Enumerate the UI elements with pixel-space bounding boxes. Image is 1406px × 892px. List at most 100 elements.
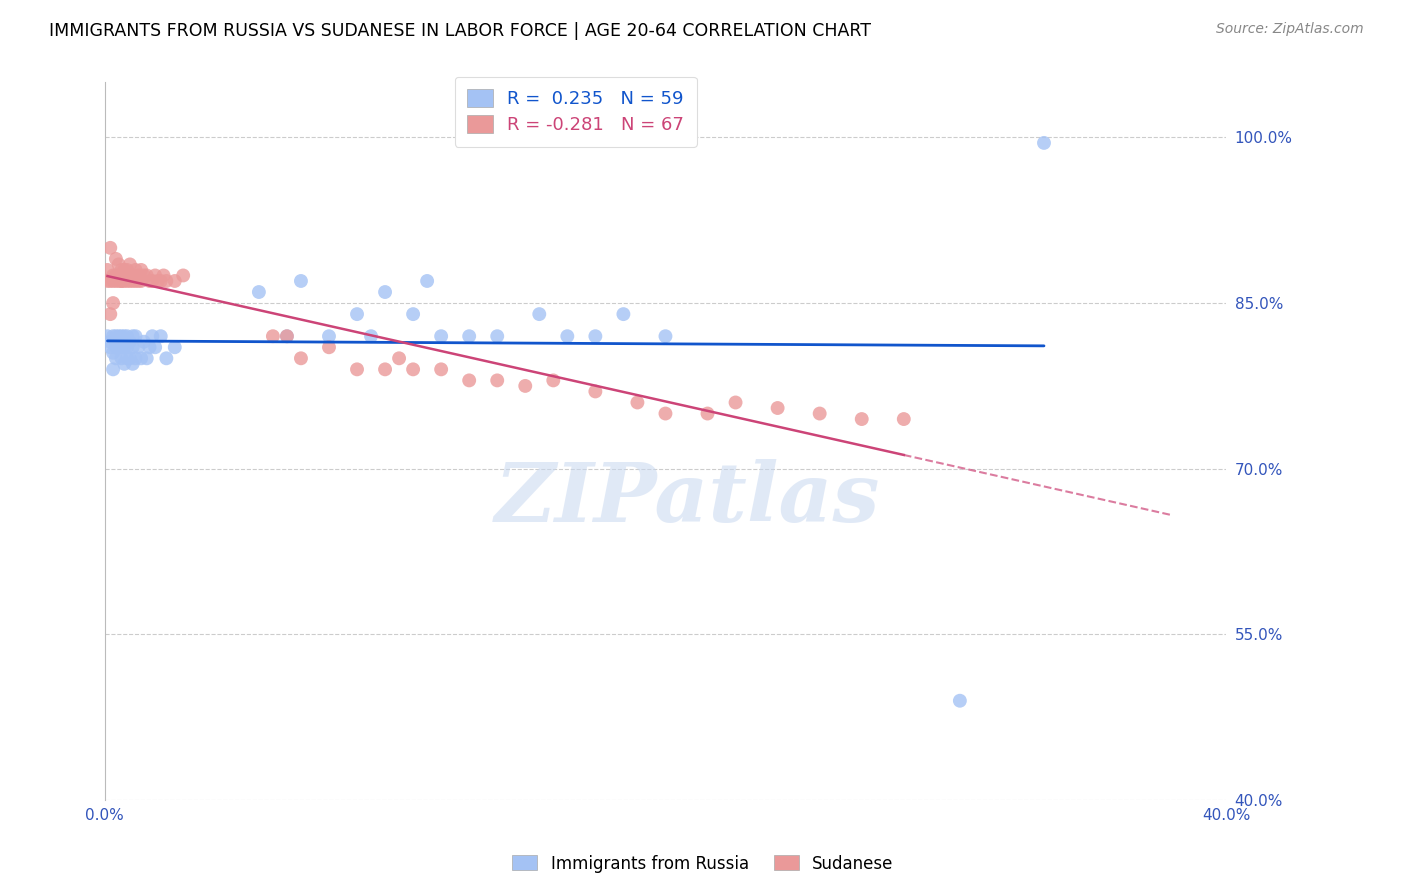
- Point: [612, 307, 634, 321]
- Point: [107, 334, 129, 349]
- Legend: Immigrants from Russia, Sudanese: Immigrants from Russia, Sudanese: [506, 848, 900, 880]
- Point: [107, 274, 129, 288]
- Legend: R =  0.235   N = 59, R = -0.281   N = 67: R = 0.235 N = 59, R = -0.281 N = 67: [454, 77, 696, 147]
- Point: [110, 274, 132, 288]
- Point: [112, 340, 135, 354]
- Text: Source: ZipAtlas.com: Source: ZipAtlas.com: [1216, 22, 1364, 37]
- Point: [101, 345, 124, 359]
- Point: [96, 263, 118, 277]
- Point: [262, 329, 284, 343]
- Point: [486, 329, 509, 343]
- Point: [654, 329, 676, 343]
- Point: [101, 329, 124, 343]
- Point: [121, 357, 143, 371]
- Point: [115, 340, 138, 354]
- Point: [346, 362, 368, 376]
- Point: [626, 395, 648, 409]
- Point: [318, 329, 340, 343]
- Point: [129, 351, 152, 366]
- Point: [155, 351, 177, 366]
- Point: [152, 268, 174, 283]
- Point: [318, 340, 340, 354]
- Point: [110, 351, 132, 366]
- Point: [143, 268, 166, 283]
- Point: [529, 307, 551, 321]
- Point: [146, 274, 169, 288]
- Point: [124, 329, 146, 343]
- Point: [115, 268, 138, 283]
- Point: [290, 351, 312, 366]
- Point: [276, 329, 298, 343]
- Point: [121, 329, 143, 343]
- Point: [96, 274, 118, 288]
- Point: [98, 307, 121, 321]
- Point: [138, 340, 160, 354]
- Point: [101, 296, 124, 310]
- Point: [132, 268, 155, 283]
- Point: [276, 329, 298, 343]
- Point: [104, 329, 127, 343]
- Point: [107, 268, 129, 283]
- Point: [118, 274, 141, 288]
- Point: [112, 334, 135, 349]
- Point: [104, 268, 127, 283]
- Point: [766, 401, 789, 415]
- Point: [458, 373, 481, 387]
- Point: [430, 362, 453, 376]
- Point: [141, 274, 163, 288]
- Point: [107, 257, 129, 271]
- Point: [98, 241, 121, 255]
- Point: [515, 379, 537, 393]
- Point: [360, 329, 382, 343]
- Point: [486, 373, 509, 387]
- Point: [115, 274, 138, 288]
- Point: [149, 329, 172, 343]
- Point: [543, 373, 565, 387]
- Point: [583, 329, 606, 343]
- Point: [115, 329, 138, 343]
- Point: [110, 340, 132, 354]
- Point: [104, 340, 127, 354]
- Point: [893, 412, 915, 426]
- Point: [172, 268, 194, 283]
- Point: [696, 407, 718, 421]
- Point: [98, 334, 121, 349]
- Point: [127, 274, 149, 288]
- Point: [132, 334, 155, 349]
- Text: IMMIGRANTS FROM RUSSIA VS SUDANESE IN LABOR FORCE | AGE 20-64 CORRELATION CHART: IMMIGRANTS FROM RUSSIA VS SUDANESE IN LA…: [49, 22, 872, 40]
- Point: [124, 263, 146, 277]
- Point: [851, 412, 873, 426]
- Point: [124, 351, 146, 366]
- Point: [118, 334, 141, 349]
- Point: [163, 274, 186, 288]
- Point: [458, 329, 481, 343]
- Point: [112, 357, 135, 371]
- Point: [104, 252, 127, 266]
- Point: [118, 257, 141, 271]
- Point: [149, 274, 172, 288]
- Text: ZIPatlas: ZIPatlas: [495, 458, 880, 539]
- Point: [112, 274, 135, 288]
- Point: [112, 263, 135, 277]
- Point: [115, 351, 138, 366]
- Point: [388, 351, 411, 366]
- Point: [135, 351, 157, 366]
- Point: [101, 274, 124, 288]
- Point: [104, 334, 127, 349]
- Point: [121, 268, 143, 283]
- Point: [416, 274, 439, 288]
- Point: [107, 340, 129, 354]
- Point: [141, 329, 163, 343]
- Point: [115, 263, 138, 277]
- Point: [101, 362, 124, 376]
- Point: [430, 329, 453, 343]
- Point: [107, 329, 129, 343]
- Point: [110, 274, 132, 288]
- Point: [112, 268, 135, 283]
- Point: [808, 407, 831, 421]
- Point: [346, 307, 368, 321]
- Point: [402, 307, 425, 321]
- Point: [101, 268, 124, 283]
- Point: [129, 263, 152, 277]
- Point: [374, 285, 396, 299]
